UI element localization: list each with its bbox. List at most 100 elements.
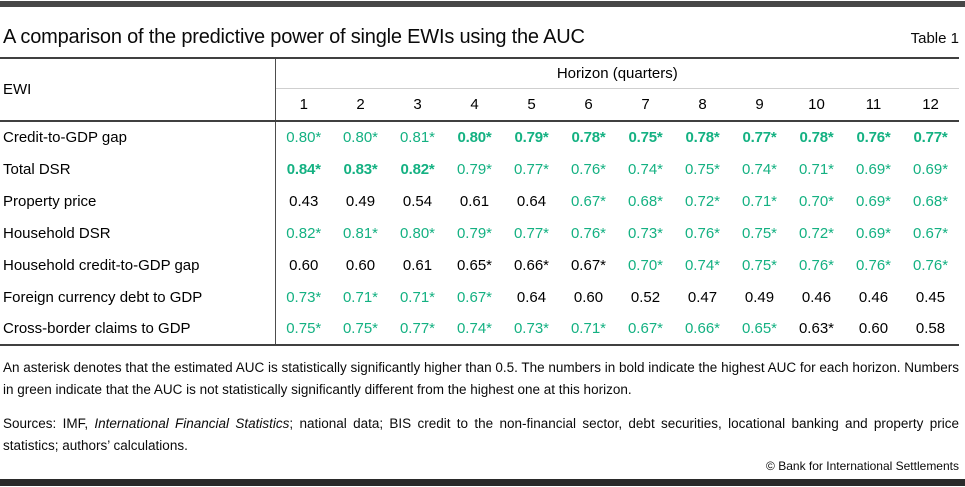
auc-value-cell: 0.69* xyxy=(913,160,949,178)
auc-value-cell: 0.66* xyxy=(513,256,550,274)
auc-value-cell: 0.67* xyxy=(627,320,664,337)
horizon-col-header: 4 xyxy=(446,88,503,122)
auc-value-cell: 0.61 xyxy=(402,256,433,274)
auc-value-cell: 0.45 xyxy=(915,288,946,306)
ewi-row-label: Household credit-to-GDP gap xyxy=(0,249,276,281)
auc-value-cell: 0.80* xyxy=(342,129,379,146)
auc-value-cell: 0.54 xyxy=(402,192,433,210)
horizon-col-header: 3 xyxy=(389,88,446,122)
horizon-col-header: 9 xyxy=(731,88,788,122)
auc-value-cell: 0.64 xyxy=(516,288,547,306)
ewi-row-label: Total DSR xyxy=(0,153,276,185)
auc-value-cell: 0.76* xyxy=(798,256,835,274)
horizon-col-header: 6 xyxy=(560,88,617,122)
sources-note: Sources: IMF, International Financial St… xyxy=(3,413,959,456)
table-number-label: Table 1 xyxy=(910,30,959,47)
sources-suffix: ; national data; BIS credit to the non-f… xyxy=(3,416,960,453)
auc-value-cell: 0.67* xyxy=(456,288,493,306)
auc-value-cell: 0.76* xyxy=(570,160,607,178)
auc-value-cell: 0.76* xyxy=(855,256,892,274)
horizon-col-header: 10 xyxy=(788,88,845,122)
auc-value-cell: 0.58 xyxy=(915,320,946,337)
auc-value-cell: 0.76* xyxy=(684,224,721,242)
auc-value-cell: 0.60 xyxy=(345,256,376,274)
auc-value-cell: 0.43 xyxy=(289,192,319,210)
auc-value-cell: 0.70* xyxy=(627,256,664,274)
auc-value-cell: 0.77* xyxy=(742,129,777,146)
auc-value-cell: 0.77* xyxy=(513,160,550,178)
auc-value-cell: 0.74* xyxy=(684,256,721,274)
horizon-numbers-row: 1 2 3 4 5 6 7 8 9 10 11 12 xyxy=(0,88,960,122)
auc-value-cell: 0.76* xyxy=(856,129,891,146)
horizon-col-header: 8 xyxy=(674,88,731,122)
table-footnote: An asterisk denotes that the estimated A… xyxy=(3,360,959,397)
table-row: Household DSR 0.82* 0.81* 0.80* 0.79* 0.77* 0.… xyxy=(0,217,959,249)
auc-value-cell: 0.47 xyxy=(687,288,718,306)
auc-value-cell: 0.81* xyxy=(399,129,436,146)
table-row: Foreign currency debt to GDP 0.73* 0.71* 0.… xyxy=(0,281,959,313)
auc-value-cell: 0.78* xyxy=(799,129,834,146)
auc-comparison-table: EWI Horizon (quarters) 1 2 3 4 5 6 7 8 9 10 11 12 C… xyxy=(0,57,960,346)
auc-value-cell: 0.75* xyxy=(628,129,663,146)
ewi-row-label: Property price xyxy=(0,185,276,217)
auc-value-cell: 0.71* xyxy=(342,288,379,306)
auc-value-cell: 0.83* xyxy=(343,160,378,178)
table-row: Total DSR 0.84* 0.83* 0.82* 0.79* 0.77* 0.76* 0… xyxy=(0,153,959,185)
auc-value-cell: 0.76* xyxy=(913,256,949,274)
auc-value-cell: 0.75* xyxy=(286,320,322,337)
auc-value-cell: 0.71* xyxy=(741,192,778,210)
auc-value-cell: 0.80* xyxy=(286,129,322,146)
auc-value-cell: 0.67* xyxy=(570,256,607,274)
horizon-col-header: 1 xyxy=(275,88,332,122)
auc-value-cell: 0.75* xyxy=(342,320,379,337)
auc-value-cell: 0.75* xyxy=(741,256,778,274)
auc-value-cell: 0.60 xyxy=(289,256,319,274)
auc-value-cell: 0.71* xyxy=(399,288,436,306)
title-row: A comparison of the predictive power of … xyxy=(3,26,959,49)
table-row: Cross-border claims to GDP 0.75* 0.75* 0.77… xyxy=(0,313,959,345)
table-body: Credit-to-GDP gap 0.80* 0.80* 0.81* 0.80* 0.7… xyxy=(0,121,959,345)
auc-value-cell: 0.64 xyxy=(516,192,547,210)
auc-value-cell: 0.74* xyxy=(627,160,664,178)
auc-value-cell: 0.52 xyxy=(630,288,661,306)
auc-value-cell: 0.67* xyxy=(913,224,949,242)
table-row: Household credit-to-GDP gap 0.60 0.60 0.61 0… xyxy=(0,249,959,281)
auc-value-cell: 0.70* xyxy=(798,192,835,210)
table-row: Credit-to-GDP gap 0.80* 0.80* 0.81* 0.80* 0.7… xyxy=(0,121,959,153)
auc-value-cell: 0.65* xyxy=(456,256,493,274)
auc-value-cell: 0.78* xyxy=(571,129,606,146)
auc-value-cell: 0.49 xyxy=(744,288,775,306)
ewi-row-label: Credit-to-GDP gap xyxy=(0,121,276,153)
horizon-col-header: 7 xyxy=(617,88,674,122)
auc-value-cell: 0.72* xyxy=(798,224,835,242)
auc-value-cell: 0.84* xyxy=(286,160,321,178)
auc-value-cell: 0.77* xyxy=(513,224,550,242)
auc-value-cell: 0.74* xyxy=(456,320,493,337)
horizon-col-header: 2 xyxy=(332,88,389,122)
ewi-column-header: EWI xyxy=(0,58,276,122)
auc-value-cell: 0.80* xyxy=(457,129,492,146)
auc-value-cell: 0.65* xyxy=(741,320,778,337)
ewi-row-label: Cross-border claims to GDP xyxy=(0,313,276,345)
auc-value-cell: 0.76* xyxy=(570,224,607,242)
table-row: Property price 0.43 0.49 0.54 0.61 0.64 0.67* 0… xyxy=(0,185,959,217)
horizon-group-header: Horizon (quarters) xyxy=(275,58,960,89)
auc-value-cell: 0.71* xyxy=(570,320,607,337)
auc-value-cell: 0.69* xyxy=(855,192,892,210)
horizon-col-header: 11 xyxy=(845,88,902,122)
auc-value-cell: 0.79* xyxy=(456,160,493,178)
auc-value-cell: 0.46 xyxy=(801,288,832,306)
header-row-group: EWI Horizon (quarters) xyxy=(0,58,960,122)
auc-value-cell: 0.77* xyxy=(399,320,436,337)
auc-value-cell: 0.73* xyxy=(513,320,550,337)
sources-publication-italic: International Financial Statistics xyxy=(94,416,290,431)
horizon-col-header: 5 xyxy=(503,88,560,122)
ewi-row-label: Foreign currency debt to GDP xyxy=(0,281,276,313)
auc-value-cell: 0.73* xyxy=(627,224,664,242)
auc-value-cell: 0.67* xyxy=(570,192,607,210)
auc-value-cell: 0.74* xyxy=(741,160,778,178)
auc-value-cell: 0.69* xyxy=(855,224,892,242)
top-horizontal-rule xyxy=(0,1,965,7)
horizon-col-header: 12 xyxy=(902,88,960,122)
